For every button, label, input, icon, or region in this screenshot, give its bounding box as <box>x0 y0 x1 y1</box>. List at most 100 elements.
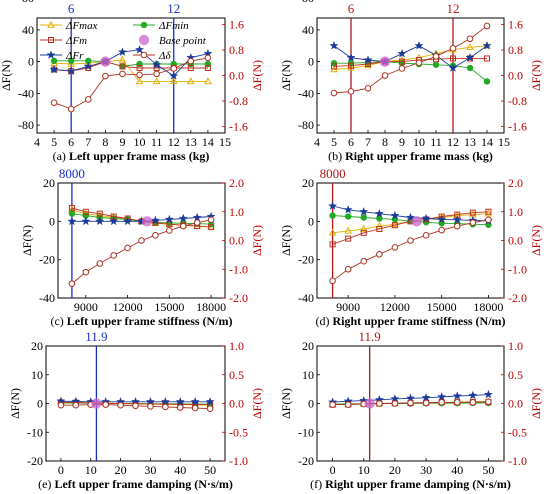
y-axis-label-left: ΔF(N) <box>8 388 22 419</box>
point-fm <box>485 208 492 215</box>
point-fr <box>169 71 179 80</box>
series-line-fm <box>54 61 208 72</box>
point-fr <box>397 48 407 58</box>
x-tick-label: 20 <box>389 463 401 477</box>
point-fdelta <box>132 402 139 410</box>
x-tick-label: 9 <box>399 135 405 149</box>
point-fmin <box>483 78 491 85</box>
x-tick-label: 5 <box>331 135 337 149</box>
reference-line-label: 12 <box>447 1 460 16</box>
point-fr <box>421 213 431 223</box>
point-fr <box>164 214 174 224</box>
legend-item-fdelta: Δδ <box>133 50 171 62</box>
x-tick-label: 15 <box>498 135 510 149</box>
series-group <box>328 389 493 409</box>
y-tick-label-right: -2.0 <box>508 291 527 305</box>
point-fmax <box>169 77 178 85</box>
x-tick-label: 9000 <box>74 300 98 314</box>
point-fm <box>208 224 215 231</box>
point-fr <box>468 390 478 400</box>
x-tick-label: 12000 <box>380 300 410 314</box>
point-fr <box>343 205 353 214</box>
plot-frame <box>316 17 505 134</box>
point-fdelta <box>449 45 457 52</box>
point-fdelta <box>72 401 80 409</box>
point-fr <box>109 216 119 226</box>
point-fdelta <box>483 22 491 30</box>
series-line-fdelta <box>53 57 208 110</box>
y-tick-label-right: -1.6 <box>508 120 527 134</box>
chart-panel-d: 9000 12000 15000 18000 20 0 -20 -40 2.0 1.0 0.0 -1.… <box>279 166 543 328</box>
point-fdelta <box>485 216 492 224</box>
point-fmin <box>50 57 58 65</box>
point-fdelta <box>391 400 399 407</box>
point-fdelta <box>453 399 461 406</box>
series-group <box>329 22 492 97</box>
point-fr <box>437 214 447 224</box>
y-tick-label-left: 0 <box>49 214 55 228</box>
point-fr <box>152 59 162 69</box>
y-tick-label-left: 0 <box>37 397 43 411</box>
y-tick-label-left: 80 <box>302 0 314 5</box>
y-tick-label-left: 0 <box>308 55 314 69</box>
base-point-marker <box>411 216 422 227</box>
legend-label: Base point <box>159 35 207 47</box>
panel-caption: (f) Right upper frame damping (N·s/m) <box>310 477 511 491</box>
point-fdelta <box>422 399 430 407</box>
x-tick-label: 50 <box>204 463 216 477</box>
point-fdelta <box>432 53 440 60</box>
reference-line-label: 8000 <box>320 166 346 181</box>
chart-panel-b: 45678910111213141580400-40-801.60.80.0-0… <box>279 0 543 163</box>
point-fm <box>345 235 352 242</box>
point-fdelta <box>407 237 414 244</box>
legend-item-fr: ΔFr <box>40 50 84 62</box>
point-fmin <box>329 212 336 219</box>
reference-line-label: 8000 <box>59 166 85 181</box>
point-fr <box>190 396 200 406</box>
y-tick-label-right: 1.0 <box>229 339 244 353</box>
point-fdelta <box>347 88 355 95</box>
legend-item-base: Base point <box>138 34 207 47</box>
point-fdelta <box>407 399 414 407</box>
point-fdelta <box>376 400 383 407</box>
y-axis-label-right: ΔF(N) <box>529 60 543 91</box>
point-fdelta <box>147 403 154 410</box>
x-tick-label: 12 <box>168 135 180 149</box>
point-fdelta <box>84 96 92 103</box>
y-tick-label-right: 1.0 <box>229 205 244 219</box>
reference-line-label: 11.9 <box>85 329 107 344</box>
point-fdelta <box>68 280 76 287</box>
x-tick-label: 15000 <box>427 300 457 314</box>
series-line-fm <box>333 57 487 67</box>
point-fmin <box>68 210 76 217</box>
point-fr <box>178 213 188 223</box>
point-fr <box>483 389 493 399</box>
reference-line-label: 11.9 <box>359 329 381 344</box>
point-fr <box>359 206 369 216</box>
legend-swatch-marker <box>47 20 55 28</box>
x-tick-label: 0 <box>330 463 336 477</box>
x-tick-label: 30 <box>144 463 156 477</box>
y-tick-label-right: 0.0 <box>229 234 244 248</box>
chart-panel-f: 0 10 20 30 40 50 20 10 0 -10 -20 1.0 0.5 0.0 -0.5 -1.0 Δ… <box>279 329 543 491</box>
point-fmax <box>328 228 337 236</box>
point-fm <box>348 62 354 69</box>
x-tick-label: 14 <box>202 135 214 149</box>
y-tick-label-left: -40 <box>298 86 314 100</box>
point-fr <box>134 44 145 54</box>
caption-text: Right upper frame stiffness (N/m) <box>329 314 505 328</box>
series-group <box>56 396 215 412</box>
chart-panel-a: 45678910111213141580400-40-801.60.80.0-0… <box>0 0 264 163</box>
y-tick-label-right: 1.6 <box>508 17 523 31</box>
point-fr <box>437 392 447 401</box>
series-group <box>328 201 493 285</box>
point-fmax <box>152 77 161 85</box>
point-fr <box>390 210 400 220</box>
point-fdelta <box>50 99 58 106</box>
point-fm <box>82 208 89 215</box>
y-tick-label-left: 0 <box>308 214 314 228</box>
y-tick-label-right: 0.0 <box>508 397 523 411</box>
reference-line-label: 6 <box>348 1 355 16</box>
y-tick-label-right: -0.8 <box>508 94 527 108</box>
